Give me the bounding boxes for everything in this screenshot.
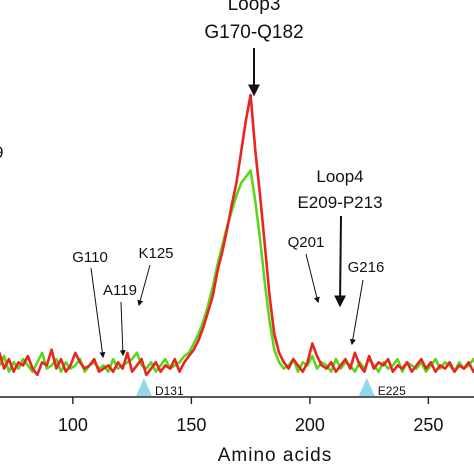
marker-label: E225 — [378, 384, 406, 398]
annotation-label: Q201 — [288, 234, 325, 251]
annotation-label: Loop4 — [316, 167, 363, 186]
x-tick-label: 250 — [413, 415, 443, 435]
x-axis-label: Amino acids — [218, 445, 333, 466]
x-tick-label: 200 — [295, 415, 325, 435]
x-tick-label: 100 — [58, 415, 88, 435]
annotation-arrow — [305, 253, 320, 304]
annotation-arrow — [90, 267, 106, 359]
series-layer — [0, 93, 474, 377]
annotation-label: E209-P213 — [297, 193, 382, 212]
annotation-label: K125 — [138, 245, 173, 262]
x-tick-layer: 100 150 200 250 — [58, 397, 443, 435]
annotation-arrow — [334, 215, 347, 308]
marker-layer: D131 E225 — [135, 378, 406, 398]
annotation-label: G216 — [348, 259, 385, 276]
left-edge-fragment: 9 — [0, 143, 3, 162]
annotation-layer: Loop3 G170-Q182 Loop4 E209-P213 G110 A119 K125… — [72, 0, 385, 359]
annotation-label: A119 — [103, 282, 137, 299]
annotation-arrow — [137, 264, 151, 307]
marker-triangle — [358, 378, 375, 396]
series-line-0 — [0, 93, 474, 377]
annotation-arrow — [349, 279, 364, 346]
x-tick-label: 150 — [176, 415, 206, 435]
annotation-label: G170-Q182 — [204, 22, 303, 43]
annotation-label: G110 — [72, 249, 108, 266]
annotation-label: Loop3 — [228, 0, 281, 15]
annotation-arrow — [119, 301, 126, 357]
marker-label: D131 — [155, 384, 184, 398]
marker-triangle — [135, 378, 152, 396]
series-line-1 — [0, 169, 474, 374]
